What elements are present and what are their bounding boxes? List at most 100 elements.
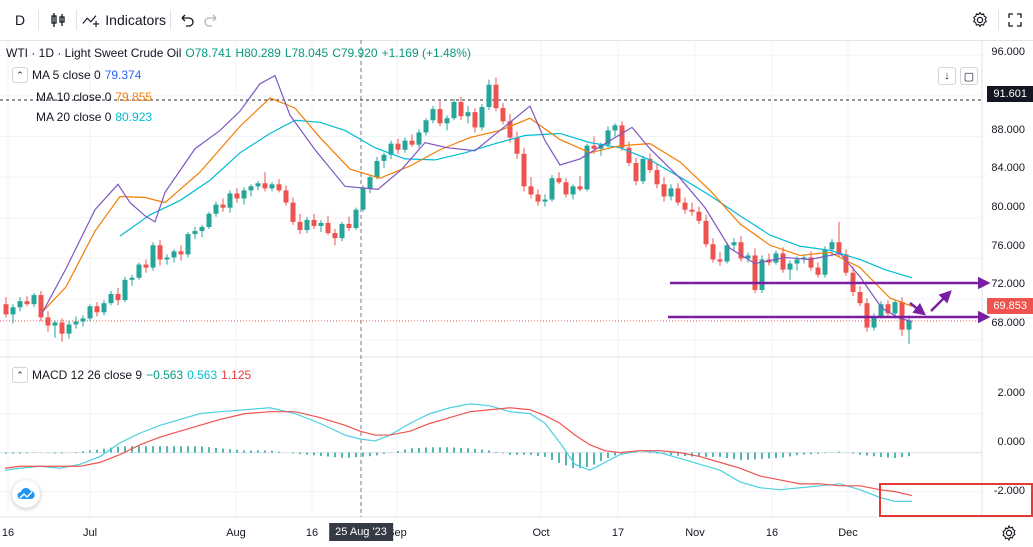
candle [773,250,779,265]
indicators-button[interactable]: Indicators [82,8,166,32]
price-tick: 84.000 [991,162,1025,174]
candle-body [549,178,555,200]
ohlc-low: L78.045 [284,46,329,60]
axis-settings-gear-icon[interactable] [1000,524,1018,542]
candle-body [521,153,527,187]
candle-body [570,186,576,195]
candle-body [360,188,366,210]
maximize-pane-icon[interactable]: ▢ [960,67,978,85]
legend-ma5[interactable]: ⌃ MA 5 close 0 79.374 [12,67,145,83]
candle [542,194,548,207]
macd-hist-value: −0.563 [146,368,184,382]
ma5-line [41,74,913,323]
candle [171,249,177,263]
candle-body [829,242,835,250]
candle [360,185,366,212]
collapse-chevron-icon[interactable]: ⌃ [12,367,28,383]
candle [703,214,709,248]
candle [836,221,842,258]
candle-body [45,317,51,326]
candle-body [493,84,499,109]
candle [745,252,751,263]
legend-macd[interactable]: ⌃ MACD 12 26 close 9 −0.563 0.563 1.125 [12,367,255,383]
candle [507,114,513,143]
candle-body [430,109,436,121]
candle-body [136,264,142,278]
legend-ma20[interactable]: MA 20 close 0 80.923 [36,110,156,124]
toolbar-divider [170,10,171,30]
candle [185,232,191,258]
candle [129,274,135,286]
candle [528,177,534,199]
candle-body [353,209,359,228]
candle [437,100,443,127]
ma10-line [41,97,913,313]
ohlc-high: H80.289 [235,46,281,60]
macd-tick: 0.000 [997,436,1025,448]
candle [556,172,562,185]
macd-value: 0.563 [187,368,218,382]
candle-body [304,219,310,231]
candle-body [241,190,247,199]
candle [619,121,625,151]
candle-body [101,303,107,313]
candle-body [500,108,506,122]
candle [878,301,884,319]
candle-body [346,223,352,228]
time-tick: Jul [82,527,98,539]
candle-body [717,259,723,262]
candle-body [444,118,450,124]
candle-body [234,193,240,199]
ma20-value: 80.923 [115,110,153,124]
candle-body [38,295,44,318]
candle [206,211,212,229]
candle-body [885,304,891,314]
candle [87,304,93,322]
candle-body [773,253,779,263]
candle [73,316,79,329]
candle-body [703,220,709,245]
candle-body [689,209,695,212]
candle [122,276,128,303]
legend-ma10[interactable]: MA 10 close 0 79.855 [36,90,156,104]
candle-body [325,222,331,234]
candle [269,182,275,192]
candle-body [528,186,534,195]
candle [423,118,429,136]
candle [577,176,583,192]
undo-icon[interactable] [176,8,198,32]
candle-body [395,143,401,150]
interval-button[interactable]: D [14,12,26,28]
candle [612,123,618,137]
candle [38,290,44,322]
chart-type-icon[interactable] [44,8,72,32]
candle-body [843,254,849,273]
collapse-chevron-icon[interactable]: ⌃ [12,67,28,83]
candle [227,190,233,213]
ma20-line [119,119,913,279]
tradingview-logo[interactable] [12,480,40,508]
fullscreen-icon[interactable] [1004,8,1026,32]
price-pane [3,74,913,344]
candle-body [66,324,72,334]
candle [472,108,478,133]
chart-canvas[interactable] [0,40,1033,546]
candle [52,320,58,338]
candle [409,134,415,147]
candle-body [143,264,149,268]
candle-body [584,145,590,190]
candle [353,207,359,231]
time-tick: 16 [1,527,15,539]
scroll-down-icon[interactable]: ↓ [938,67,956,85]
candle [661,177,667,202]
redo-icon[interactable] [200,8,222,32]
candle [59,318,65,342]
candle-body [710,244,716,260]
settings-gear-icon[interactable] [968,8,992,32]
price-tick: 68.000 [991,317,1025,329]
candle [66,320,72,339]
candle [45,311,51,332]
macd-line [4,403,912,502]
candle [94,302,100,317]
candle [346,216,352,232]
